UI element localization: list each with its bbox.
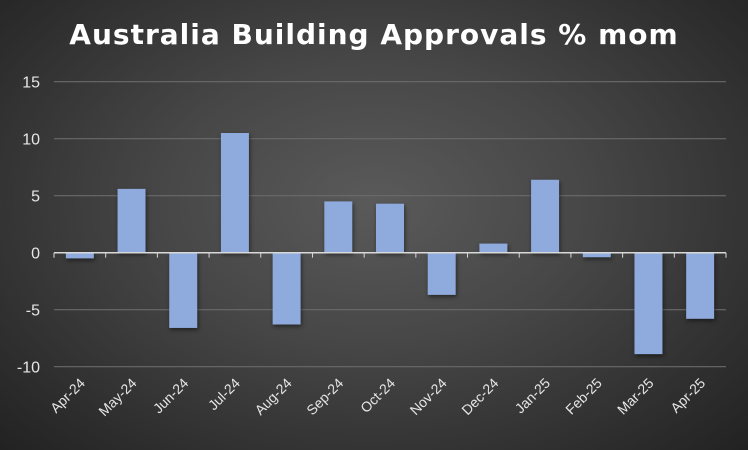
y-tick-label: 5	[31, 189, 40, 206]
bar	[117, 188, 146, 253]
x-tick-label: May-24	[95, 375, 139, 419]
x-tick-label: Jun-24	[150, 375, 192, 417]
x-tick-label: Mar-25	[614, 375, 657, 418]
bar	[220, 133, 249, 253]
y-tick-label: 0	[31, 246, 40, 263]
bar	[634, 252, 663, 355]
bar	[376, 203, 404, 253]
x-tick-label: Dec-24	[458, 375, 501, 418]
bar	[169, 252, 198, 328]
y-tick-label: -5	[26, 303, 40, 320]
y-tick-label: -10	[17, 360, 40, 377]
x-tick-label: Apr-25	[667, 375, 708, 416]
bar	[324, 201, 353, 253]
x-tick-label: Oct-24	[357, 375, 398, 416]
bar	[686, 252, 715, 319]
x-tick-label: Feb-25	[562, 375, 605, 418]
bar	[582, 252, 611, 258]
y-tick-label: 10	[22, 132, 40, 149]
x-tick-label: Jan-25	[512, 375, 554, 417]
x-tick-label: Apr-24	[47, 375, 88, 416]
x-tick-label: Sep-24	[303, 375, 346, 418]
x-tick-label: Aug-24	[251, 375, 294, 418]
x-tick-label: Jul-24	[205, 375, 243, 413]
y-tick-label: 15	[22, 75, 40, 92]
bar	[272, 252, 301, 325]
x-tick-label: Nov-24	[407, 375, 450, 418]
bar	[427, 252, 456, 295]
bar	[65, 252, 94, 259]
bar	[479, 243, 508, 253]
chart-title: Australia Building Approvals % mom	[69, 18, 679, 51]
bar	[531, 179, 560, 253]
